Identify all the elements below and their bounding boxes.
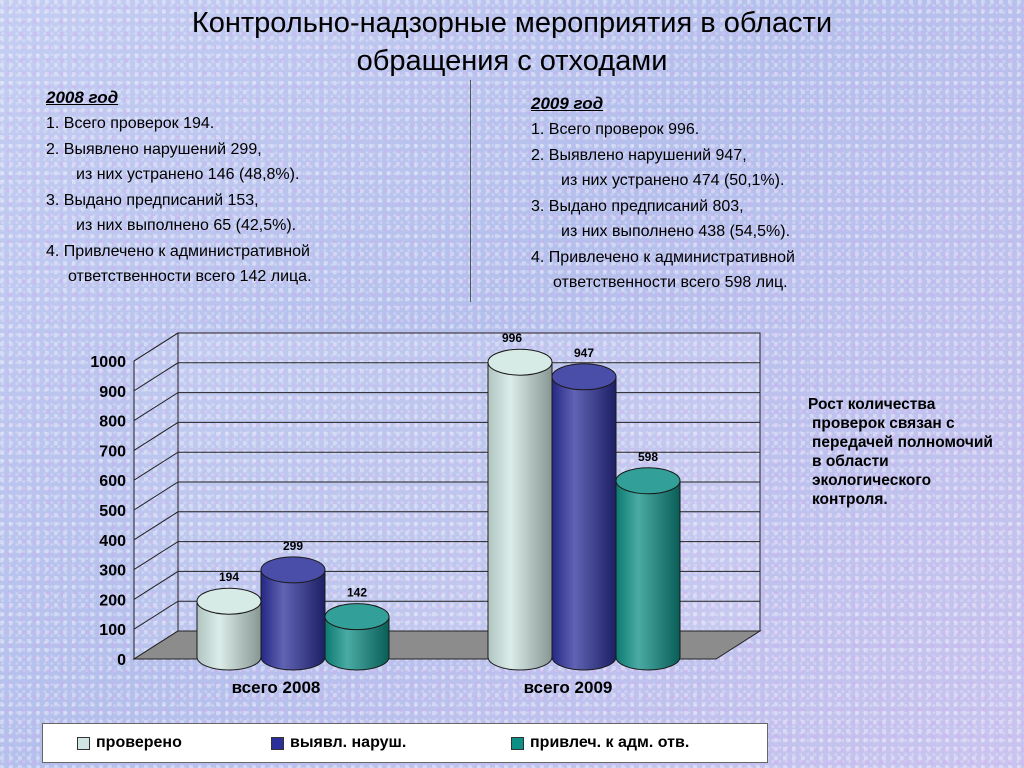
- note-line-1: Рост количества: [808, 396, 936, 413]
- cylinder-bar-chart: 0 100 200 300 400 500 600 700 800 900 1000 194 299 14…: [90, 331, 762, 697]
- summary-line: 1. Всего проверок 996.: [531, 121, 700, 138]
- y-tick-label: 900: [99, 384, 126, 401]
- legend-swatch-checked: [77, 736, 90, 750]
- data-label: 996: [502, 331, 522, 345]
- y-tick-label: 200: [99, 592, 126, 609]
- y-tick-label: 500: [99, 503, 126, 520]
- summary-line: из них устранено 146 (48,8%).: [76, 166, 300, 183]
- year-2008-heading: 2008 год: [46, 88, 119, 107]
- y-tick-label: 100: [99, 622, 126, 639]
- chart-legend: проверено выявл. наруш. привлеч. к адм. …: [42, 723, 768, 763]
- year-2009-heading: 2009 год: [531, 94, 604, 113]
- bar-1-1: [551, 376, 617, 671]
- summary-line: из них выполнено 438 (54,5%).: [561, 223, 791, 240]
- legend-label: проверено: [96, 734, 182, 751]
- y-tick-label: 800: [99, 414, 126, 431]
- data-label: 947: [574, 346, 594, 360]
- data-label: 142: [347, 586, 367, 600]
- summary-line: 2. Выявлено нарушений 947,: [531, 146, 747, 164]
- legend-item: выявл. наруш.: [271, 734, 406, 752]
- legend-swatch-violations: [271, 736, 284, 750]
- bar-cap-1-0: [487, 348, 553, 376]
- title-line-2: обращения с отходами: [356, 45, 668, 77]
- column-divider: [470, 80, 471, 302]
- bar-cap-0-0: [196, 587, 262, 615]
- summary-line: из них устранено 474 (50,1%).: [561, 172, 785, 189]
- y-tick-label: 0: [117, 652, 126, 669]
- data-label: 299: [283, 539, 303, 553]
- legend-swatch-liable: [511, 736, 524, 750]
- bar-cap-0-1: [260, 556, 326, 584]
- bar-cap-1-2: [615, 467, 681, 495]
- legend-item: проверено: [77, 734, 182, 752]
- bar-0-1: [260, 569, 326, 671]
- gridline: [133, 362, 760, 392]
- bar-cap-1-1: [551, 363, 617, 391]
- y-tick-label: 300: [99, 563, 126, 580]
- title-line-1: Контрольно-надзорные мероприятия в облас…: [191, 7, 833, 39]
- legend-item: привлеч. к адм. отв.: [511, 734, 689, 752]
- summary-line: 4. Привлечено к административной: [531, 248, 795, 266]
- year-2009-summary: 2009 год 1. Всего проверок 996. 2. Выявл…: [531, 90, 931, 296]
- y-tick-label: 600: [99, 473, 126, 490]
- year-2008-summary: 2008 год 1. Всего проверок 194. 2. Выявл…: [46, 84, 446, 290]
- y-tick-label: 400: [99, 533, 126, 550]
- growth-note: Рост количества проверок связан с переда…: [808, 395, 998, 509]
- bar-1-2: [615, 480, 681, 671]
- summary-line: 3. Выдано предписаний 803,: [531, 197, 744, 215]
- slide-title: Контрольно-надзорные мероприятия в облас…: [0, 4, 1024, 80]
- data-label: 194: [219, 570, 239, 584]
- legend-label: привлеч. к адм. отв.: [530, 734, 690, 751]
- bar-1-0: [487, 361, 553, 671]
- bar-cap-0-2: [324, 603, 390, 631]
- bar-0-0: [196, 600, 262, 671]
- legend-label: выявл. наруш.: [290, 734, 407, 751]
- summary-line: 1. Всего проверок 194.: [46, 115, 215, 132]
- summary-line: 4. Привлечено к административной: [46, 242, 310, 260]
- summary-line: 3. Выдано предписаний 153,: [46, 191, 259, 209]
- category-label: всего 2009: [524, 678, 613, 697]
- gridline: [133, 332, 760, 362]
- summary-line: из них выполнено 65 (42,5%).: [76, 217, 297, 234]
- summary-line: ответственности всего 598 лиц.: [553, 274, 788, 291]
- category-label: всего 2008: [232, 678, 321, 697]
- summary-line: ответственности всего 142 лица.: [68, 268, 312, 285]
- y-tick-label: 1000: [90, 354, 126, 371]
- summary-line: 2. Выявлено нарушений 299,: [46, 140, 262, 158]
- bar-0-2: [324, 616, 390, 671]
- note-text: проверок связан с передачей полномочий в…: [812, 415, 993, 508]
- data-label: 598: [638, 450, 658, 464]
- y-tick-label: 700: [99, 443, 126, 460]
